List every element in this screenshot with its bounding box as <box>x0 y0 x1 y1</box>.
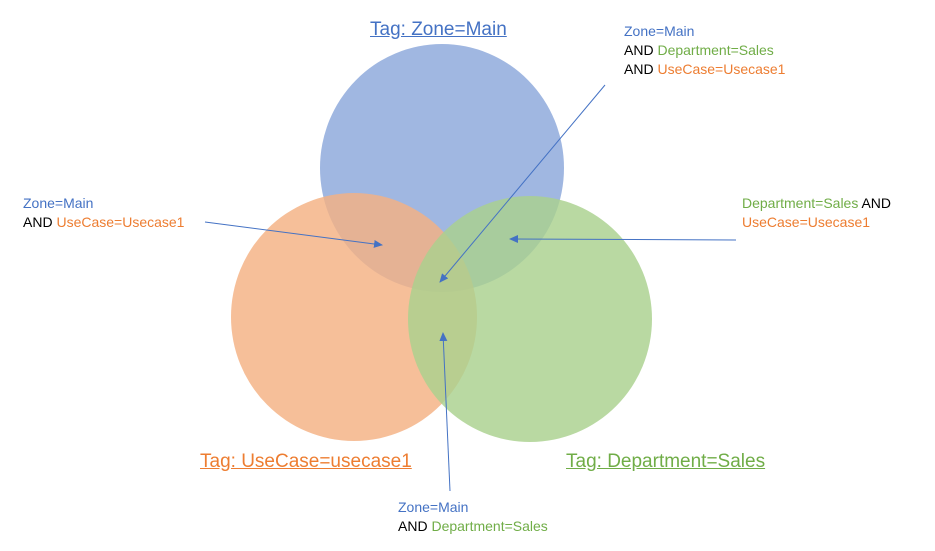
callout-department-text: Department=Sales <box>431 518 548 534</box>
usecase-title: Tag: UseCase=usecase1 <box>200 451 412 472</box>
arrow-zone-dept <box>439 332 451 492</box>
callout-zone-text: Zone=Main <box>398 499 469 515</box>
callout-dept-usecase: Department=Sales AND UseCase=Usecase1 <box>742 194 891 232</box>
arrow-zone-usecase <box>204 221 383 248</box>
arrow-all-three <box>439 84 606 283</box>
usecase-circle <box>231 193 477 441</box>
callout-zone-usecase: Zone=Main AND UseCase=Usecase1 <box>23 194 184 232</box>
callout-and-text: AND <box>624 42 658 58</box>
arrow-dept-usecase <box>509 235 737 244</box>
callout-and-text: AND <box>624 61 658 77</box>
callout-usecase-text: UseCase=Usecase1 <box>56 214 185 230</box>
callout-zone-text: Zone=Main <box>624 23 695 39</box>
callout-department-text: Department=Sales <box>742 195 859 211</box>
callout-and-text: AND <box>398 518 432 534</box>
callout-department-text: Department=Sales <box>657 42 774 58</box>
callout-and-text: AND <box>23 214 57 230</box>
callout-usecase-text: UseCase=Usecase1 <box>742 214 871 230</box>
callout-zone-text: Zone=Main <box>23 195 94 211</box>
callout-all-three: Zone=Main AND Department=Sales AND UseCa… <box>624 22 785 79</box>
callout-zone-dept: Zone=Main AND Department=Sales <box>398 498 548 536</box>
callout-and-text: AND <box>858 195 892 211</box>
department-circle <box>408 196 652 442</box>
callout-usecase-text: UseCase=Usecase1 <box>657 61 786 77</box>
zone-title: Tag: Zone=Main <box>370 19 507 40</box>
department-title: Tag: Department=Sales <box>566 451 766 472</box>
